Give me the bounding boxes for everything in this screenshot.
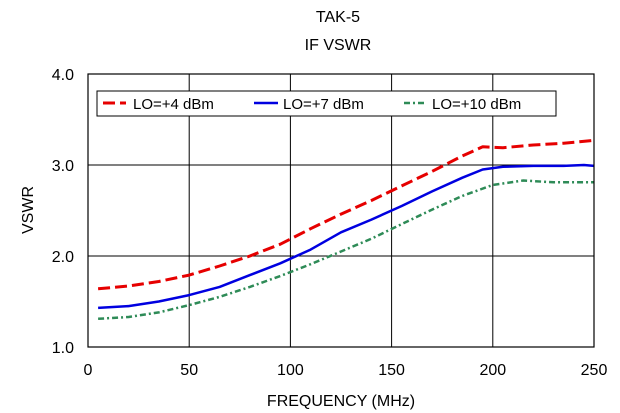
y-tick-labels: 1.0 2.0 3.0 4.0 xyxy=(52,67,74,357)
series-line-0 xyxy=(97,138,595,291)
series-layer xyxy=(97,138,595,321)
chart-title: TAK-5 xyxy=(316,9,360,26)
x-tick-label: 100 xyxy=(277,362,304,379)
y-tick-label: 2.0 xyxy=(52,249,74,266)
legend: LO=+4 dBm LO=+7 dBm LO=+10 dBm xyxy=(96,90,557,117)
x-tick-labels: 0 50 100 150 200 250 xyxy=(84,362,608,379)
series-line-2 xyxy=(98,179,594,321)
series-line-1 xyxy=(98,163,595,310)
x-tick-label: 150 xyxy=(378,362,405,379)
plot-frame xyxy=(87,73,595,348)
x-tick-label: 0 xyxy=(84,362,93,379)
legend-label-lo10: LO=+10 dBm xyxy=(432,96,521,113)
legend-label-lo7: LO=+7 dBm xyxy=(283,96,364,113)
x-tick-label: 250 xyxy=(581,362,608,379)
x-tick-label: 200 xyxy=(479,362,506,379)
legend-label-lo4: LO=+4 dBm xyxy=(133,96,214,113)
y-tick-label: 1.0 xyxy=(52,340,74,357)
chart-subtitle: IF VSWR xyxy=(305,37,372,54)
legend-box xyxy=(96,90,557,117)
x-tick-label: 50 xyxy=(180,362,198,379)
y-tick-label: 3.0 xyxy=(52,158,74,175)
x-axis-label: FREQUENCY (MHz) xyxy=(267,393,415,410)
y-tick-label: 4.0 xyxy=(52,67,74,84)
y-axis-label: VSWR xyxy=(20,186,37,234)
